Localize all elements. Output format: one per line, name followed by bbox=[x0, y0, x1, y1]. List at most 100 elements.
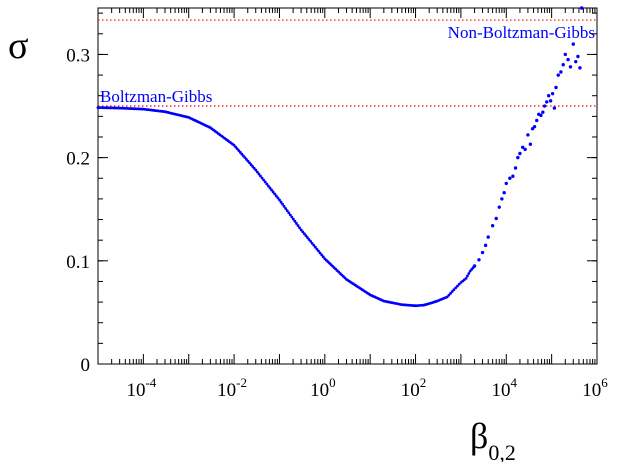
x-tick-label: 100 bbox=[310, 375, 336, 401]
data-point bbox=[257, 172, 261, 176]
x-tick-label: 10-2 bbox=[217, 375, 247, 401]
data-point bbox=[254, 168, 258, 172]
data-point bbox=[288, 213, 292, 217]
data-point bbox=[302, 232, 306, 236]
data-point bbox=[477, 258, 481, 262]
data-point bbox=[279, 200, 283, 204]
data-point bbox=[554, 85, 558, 90]
data-point bbox=[559, 70, 563, 74]
data-point bbox=[255, 170, 259, 174]
data-point bbox=[291, 217, 295, 221]
data-point bbox=[270, 188, 273, 192]
data-point bbox=[483, 243, 488, 248]
data-point bbox=[317, 249, 320, 253]
data-point bbox=[578, 66, 582, 70]
data-point bbox=[539, 113, 543, 118]
data-point bbox=[260, 176, 264, 180]
data-point bbox=[285, 209, 289, 213]
data-point bbox=[511, 174, 515, 178]
data-point bbox=[563, 52, 567, 57]
data-point bbox=[306, 236, 309, 239]
data-point bbox=[315, 247, 319, 251]
data-point bbox=[290, 215, 294, 219]
data-point bbox=[516, 155, 520, 160]
data-point bbox=[513, 166, 518, 170]
data-point bbox=[504, 181, 508, 186]
data-point bbox=[312, 243, 316, 247]
data-point bbox=[528, 142, 533, 146]
data-point bbox=[561, 63, 565, 67]
data-point bbox=[287, 211, 291, 215]
data-point bbox=[278, 198, 281, 202]
x-tick-label: 10-4 bbox=[126, 375, 156, 401]
data-point bbox=[520, 145, 525, 150]
data-point bbox=[480, 250, 485, 255]
x-tick-label: 106 bbox=[582, 375, 608, 401]
data-point bbox=[265, 182, 269, 186]
data-point bbox=[281, 202, 284, 206]
data-point bbox=[532, 124, 537, 129]
data-point bbox=[466, 274, 469, 278]
data-point bbox=[568, 65, 573, 69]
data-point bbox=[497, 205, 501, 209]
data-point bbox=[541, 110, 545, 114]
data-point bbox=[298, 226, 301, 230]
data-point bbox=[518, 151, 522, 156]
data-point bbox=[556, 73, 560, 77]
reference-line-label: Boltzman-Gibbs bbox=[100, 87, 212, 106]
data-point bbox=[447, 293, 451, 297]
data-point bbox=[295, 222, 298, 225]
data-point bbox=[304, 234, 308, 238]
data-point bbox=[464, 276, 468, 280]
data-point bbox=[309, 240, 312, 243]
data-point bbox=[301, 230, 305, 234]
data-point bbox=[550, 91, 555, 96]
data-point bbox=[268, 186, 272, 190]
data-point bbox=[262, 178, 266, 182]
data-point bbox=[490, 224, 495, 228]
data-point bbox=[548, 99, 553, 103]
data-point bbox=[296, 224, 300, 227]
y-tick-label: 0.1 bbox=[66, 252, 90, 273]
data-point bbox=[508, 176, 512, 180]
data-point bbox=[307, 238, 311, 241]
x-tick-label: 102 bbox=[401, 375, 427, 401]
reference-line-label: Non-Boltzman-Gibbs bbox=[448, 23, 595, 42]
data-point bbox=[467, 272, 471, 275]
data-point bbox=[271, 190, 275, 194]
plot-root: Boltzman-Gibbs Non-Boltzman-Gibbs 10-4 10-2… bbox=[8, 6, 608, 462]
data-point bbox=[494, 216, 498, 221]
data-point bbox=[574, 59, 578, 64]
data-point bbox=[266, 184, 270, 188]
data-point bbox=[310, 241, 314, 245]
data-point bbox=[576, 54, 580, 59]
data-point bbox=[449, 291, 452, 295]
y-tick-label: 0 bbox=[81, 355, 91, 376]
data-point bbox=[450, 290, 454, 293]
data-point bbox=[452, 288, 456, 292]
data-point bbox=[299, 228, 303, 232]
data-point bbox=[320, 253, 324, 257]
data-point bbox=[455, 284, 459, 288]
data-point bbox=[276, 196, 280, 200]
data-point bbox=[457, 282, 461, 286]
data-point bbox=[546, 94, 551, 98]
data-point bbox=[263, 180, 267, 184]
data-point bbox=[321, 255, 325, 259]
data-point bbox=[313, 245, 317, 249]
y-axis-label: σ bbox=[8, 25, 28, 67]
data-point bbox=[571, 42, 575, 46]
data-point bbox=[293, 219, 297, 223]
plot-frame bbox=[97, 7, 598, 365]
data-point bbox=[523, 147, 527, 152]
x-tick-label: 104 bbox=[492, 375, 518, 401]
data-point bbox=[282, 204, 286, 208]
data-point bbox=[545, 100, 549, 104]
data-point bbox=[526, 133, 530, 137]
data-point bbox=[552, 106, 557, 110]
data-point bbox=[486, 235, 490, 239]
data-point bbox=[274, 194, 278, 198]
data-point bbox=[542, 104, 547, 108]
y-tick-label: 0.3 bbox=[66, 45, 90, 66]
